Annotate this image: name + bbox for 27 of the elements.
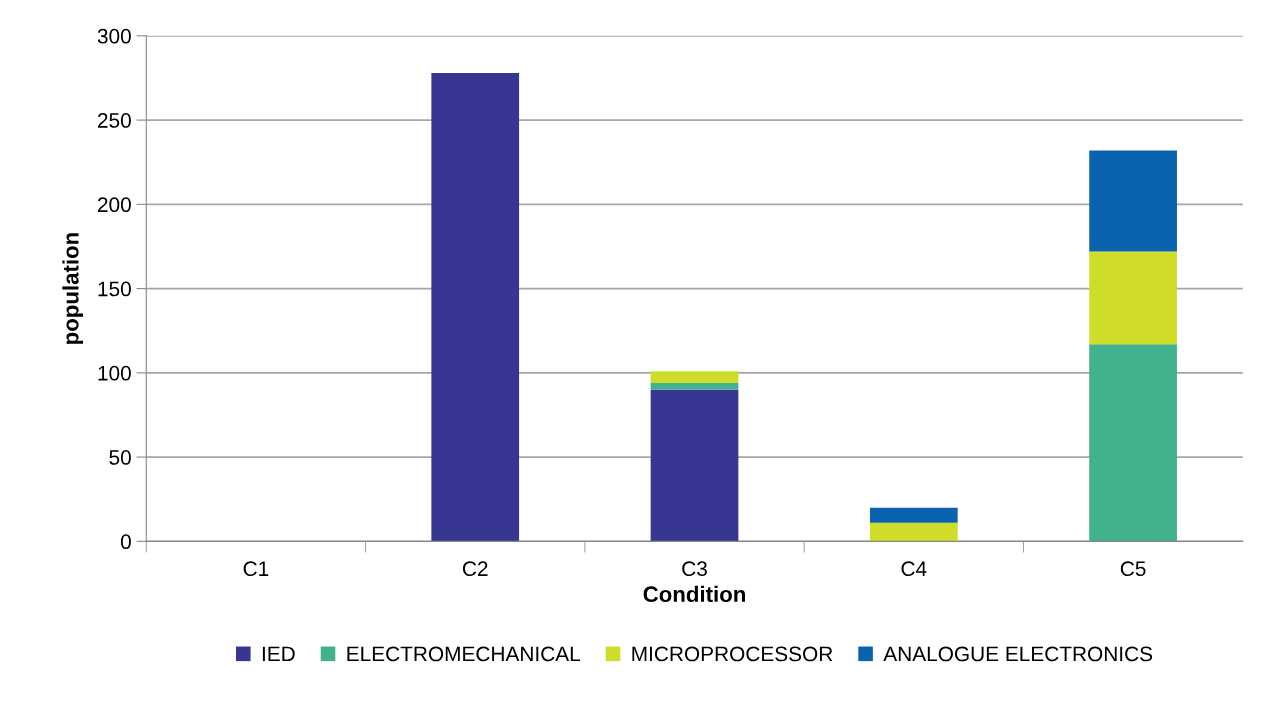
y-tick-label: 150 — [98, 281, 131, 297]
legend-label: ELECTROMECHANICAL — [347, 646, 581, 662]
bar — [869, 522, 958, 542]
bar — [650, 389, 739, 542]
bar — [869, 507, 958, 523]
bar — [1089, 344, 1177, 542]
x-tick-label: C2 — [462, 561, 488, 577]
bar — [1089, 251, 1177, 345]
x-tick-label: C3 — [682, 561, 707, 577]
x-axis-title: Condition — [643, 585, 745, 603]
legend-label: MICROPROCESSOR — [632, 646, 833, 662]
legend-label: ANALOGUE ELECTRONICS — [883, 646, 1153, 662]
y-tick-label: 0 — [120, 534, 131, 550]
y-axis-title: population — [62, 233, 84, 344]
y-tick-label: 250 — [97, 113, 131, 128]
bar — [431, 72, 520, 542]
x-tick-label: C1 — [243, 561, 269, 577]
y-tick-label: 100 — [98, 365, 131, 381]
bar — [650, 371, 739, 383]
legend-label: IED — [262, 646, 295, 662]
y-tick-label: 300 — [97, 28, 131, 44]
bar — [650, 382, 739, 390]
y-tick-label: 200 — [97, 197, 131, 213]
x-tick-label: C4 — [901, 561, 927, 577]
y-tick-label: 50 — [109, 450, 131, 465]
x-tick-label: C5 — [1120, 561, 1146, 577]
bar — [1089, 150, 1177, 252]
